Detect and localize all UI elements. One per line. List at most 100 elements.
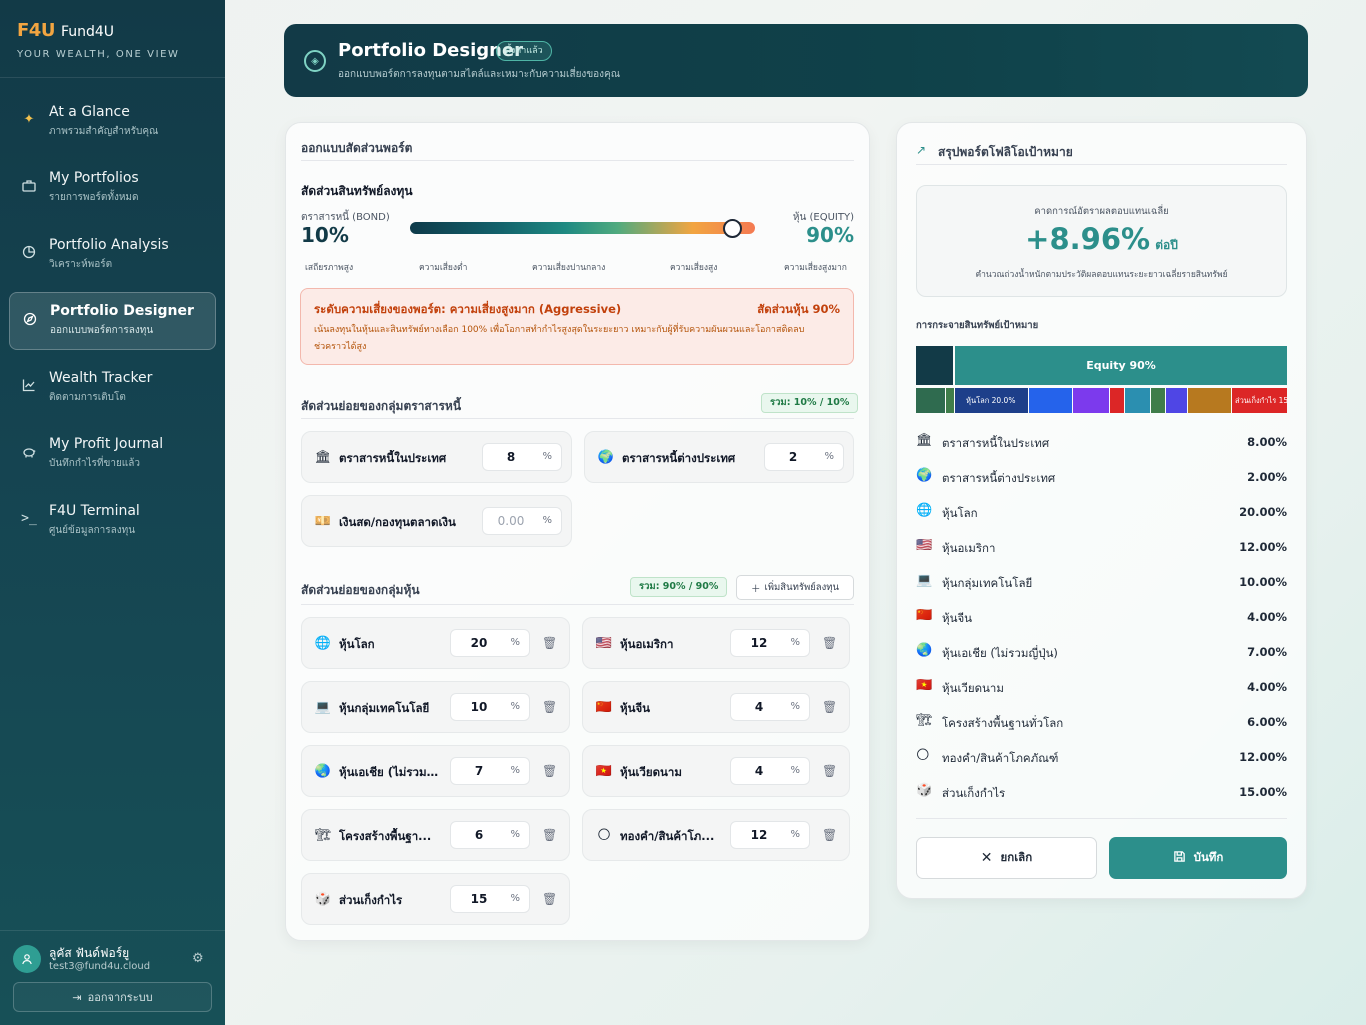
trash-icon[interactable]: 🗑 xyxy=(542,828,558,842)
brand: F4U Fund4U YOUR WEALTH, ONE VIEW xyxy=(0,0,225,78)
bond-row-cash: 💴 เงินสด/กองทุนตลาดเงิน 0.00 % xyxy=(301,495,572,547)
input-value: 4 xyxy=(754,764,764,778)
percent-input[interactable]: 2 % xyxy=(764,443,844,471)
percent-input[interactable]: 7 % xyxy=(450,757,530,785)
brand-tagline: YOUR WEALTH, ONE VIEW xyxy=(17,49,180,60)
row-label: ทองคำ/สินค้าโภ... xyxy=(620,829,715,843)
allocation-slider[interactable] xyxy=(410,222,755,234)
legend-label: ทองคำ/สินค้าโภคภัณฑ์ xyxy=(942,751,1059,765)
risk-alert: ระดับความเสี่ยงของพอร์ต: ความเสี่ยงสูงมา… xyxy=(300,288,854,365)
sidebar-item-label: Wealth Tracker xyxy=(49,369,153,386)
legend-label: ตราสารหนี้ในประเทศ xyxy=(942,436,1050,450)
status-badge: ตั้งค่าแล้ว xyxy=(496,41,552,61)
avatar[interactable] xyxy=(13,945,41,973)
bank-icon: 🏛 xyxy=(314,449,332,465)
legend-label: ส่วนเก็งกำไร xyxy=(942,786,1006,800)
sparkles-icon: ✦ xyxy=(23,111,35,127)
sidebar-item-at-a-glance[interactable]: ✦ At a Glance ภาพรวมสำคัญสำหรับคุณ xyxy=(9,92,216,150)
legend-row: 🌏 หุ้นเอเชีย (ไม่รวมญี่ปุ่น) 7.00% xyxy=(916,641,1287,661)
percent-input[interactable]: 4 % xyxy=(730,693,810,721)
speculative-icon: 🎲 xyxy=(916,783,933,798)
trash-icon[interactable]: 🗑 xyxy=(822,828,838,842)
trash-icon[interactable]: 🗑 xyxy=(822,700,838,714)
sidebar-item-label: My Portfolios xyxy=(49,170,139,186)
bond-row-domestic: 🏛 ตราสารหนี้ในประเทศ 8 % xyxy=(301,431,572,483)
trash-icon[interactable]: 🗑 xyxy=(822,636,838,650)
crane-icon: 🏗 xyxy=(314,827,332,843)
percent-sign: % xyxy=(824,451,834,462)
legend-value: 8.00% xyxy=(1247,435,1287,449)
save-button[interactable]: บันทึก xyxy=(1109,837,1287,879)
briefcase-icon xyxy=(21,178,37,194)
speculative-icon: 🎲 xyxy=(314,891,332,907)
divider xyxy=(301,160,854,161)
sidebar-item-portfolio-designer[interactable]: Portfolio Designer ออกแบบพอร์ตการลงทุน xyxy=(9,291,216,350)
percent-sign: % xyxy=(510,765,520,776)
percent-input[interactable]: 15 % xyxy=(450,885,530,913)
brand-logo: F4U xyxy=(17,20,55,41)
sidebar-item-portfolio-analysis[interactable]: Portfolio Analysis วิเคราะห์พอร์ต xyxy=(9,225,216,283)
add-asset-button[interactable]: ＋ เพิ่มสินทรัพย์ลงทุน xyxy=(736,575,854,600)
sidebar-item-sub: ติดตามการเติบโต xyxy=(49,391,126,403)
bond-row-foreign: 🌍 ตราสารหนี้ต่างประเทศ 2 % xyxy=(584,431,854,483)
forecast-figure: +8.96% ต่อปี xyxy=(917,222,1286,256)
sidebar-item-my-profit-journal[interactable]: My Profit Journal บันทึกกำไรที่ขายแล้ว xyxy=(9,425,216,483)
logout-label: ออกจากระบบ xyxy=(87,991,153,1004)
trash-icon[interactable]: 🗑 xyxy=(822,764,838,778)
compass-icon: ◈ xyxy=(304,50,326,72)
row-label: หุ้นเอเชีย (ไม่รวม... xyxy=(339,765,439,779)
sidebar-item-wealth-tracker[interactable]: Wealth Tracker ติดตามการเติบโต xyxy=(9,358,216,416)
forecast-value: +8.96% xyxy=(1025,222,1151,256)
percent-input[interactable]: 4 % xyxy=(730,757,810,785)
sidebar-item-f4u-terminal[interactable]: >_ F4U Terminal ศูนย์ข้อมูลการลงทุน xyxy=(9,491,216,549)
percent-input[interactable]: 0.00 % xyxy=(482,507,562,535)
equity-value: 90% xyxy=(806,223,854,247)
trash-icon[interactable]: 🗑 xyxy=(542,892,558,906)
gear-icon[interactable]: ⚙ xyxy=(192,951,204,966)
bar-segment-world: หุ้นโลก 20.0% xyxy=(955,388,1028,413)
percent-input[interactable]: 8 % xyxy=(482,443,562,471)
china-flag-icon: 🇨🇳 xyxy=(595,699,613,715)
legend-value: 20.00% xyxy=(1239,505,1287,519)
row-label: หุ้นเวียดนาม xyxy=(620,765,682,779)
percent-input[interactable]: 20 % xyxy=(450,629,530,657)
trash-icon[interactable]: 🗑 xyxy=(542,636,558,650)
page-title: Portfolio Designer xyxy=(338,40,524,61)
legend-value: 12.00% xyxy=(1239,540,1287,554)
us-flag-icon: 🇺🇸 xyxy=(916,538,933,553)
sidebar-item-sub: รายการพอร์ตทั้งหมด xyxy=(49,192,139,203)
input-value: 12 xyxy=(750,828,768,842)
input-value: 7 xyxy=(474,764,484,778)
sidebar-item-sub: ออกแบบพอร์ตการลงทุน xyxy=(50,325,154,336)
sidebar: F4U Fund4U YOUR WEALTH, ONE VIEW ✦ At a … xyxy=(0,0,225,1025)
logout-button[interactable]: ⇥ ออกจากระบบ xyxy=(13,982,212,1012)
legend-label: หุ้นจีน xyxy=(942,611,973,625)
scale-label: ความเสี่ยงสูง xyxy=(670,263,718,273)
percent-sign: % xyxy=(542,451,552,462)
scale-label: ความเสี่ยงสูงมาก xyxy=(784,263,847,273)
bar-segment-bond xyxy=(916,346,953,385)
summary-title: สรุปพอร์ตโฟลิโอเป้าหมาย xyxy=(938,145,1073,159)
percent-input[interactable]: 12 % xyxy=(730,821,810,849)
gold-icon: 🌕 xyxy=(597,827,611,843)
percent-input[interactable]: 12 % xyxy=(730,629,810,657)
trash-icon[interactable]: 🗑 xyxy=(542,700,558,714)
row-label: หุ้นจีน xyxy=(620,701,651,715)
divider xyxy=(301,418,854,419)
legend-value: 10.00% xyxy=(1239,575,1287,589)
percent-sign: % xyxy=(790,701,800,712)
percent-input[interactable]: 10 % xyxy=(450,693,530,721)
legend-row: 🌕 ทองคำ/สินค้าโภคภัณฑ์ 12.00% xyxy=(916,746,1287,766)
percent-input[interactable]: 6 % xyxy=(450,821,530,849)
compass-icon xyxy=(22,311,38,327)
equity-section-title: สัดส่วนย่อยของกลุ่มหุ้น xyxy=(301,583,420,597)
globe-icon: 🌍 xyxy=(597,449,615,465)
bar-segment-us xyxy=(1029,388,1072,413)
legend-label: หุ้นเอเชีย (ไม่รวมญี่ปุ่น) xyxy=(942,646,1058,660)
percent-sign: % xyxy=(510,637,520,648)
cancel-button[interactable]: ✕ ยกเลิก xyxy=(916,837,1097,879)
slider-handle[interactable] xyxy=(723,219,742,238)
sidebar-item-my-portfolios[interactable]: My Portfolios รายการพอร์ตทั้งหมด xyxy=(9,159,216,217)
close-icon: ✕ xyxy=(980,850,993,866)
trash-icon[interactable]: 🗑 xyxy=(542,764,558,778)
